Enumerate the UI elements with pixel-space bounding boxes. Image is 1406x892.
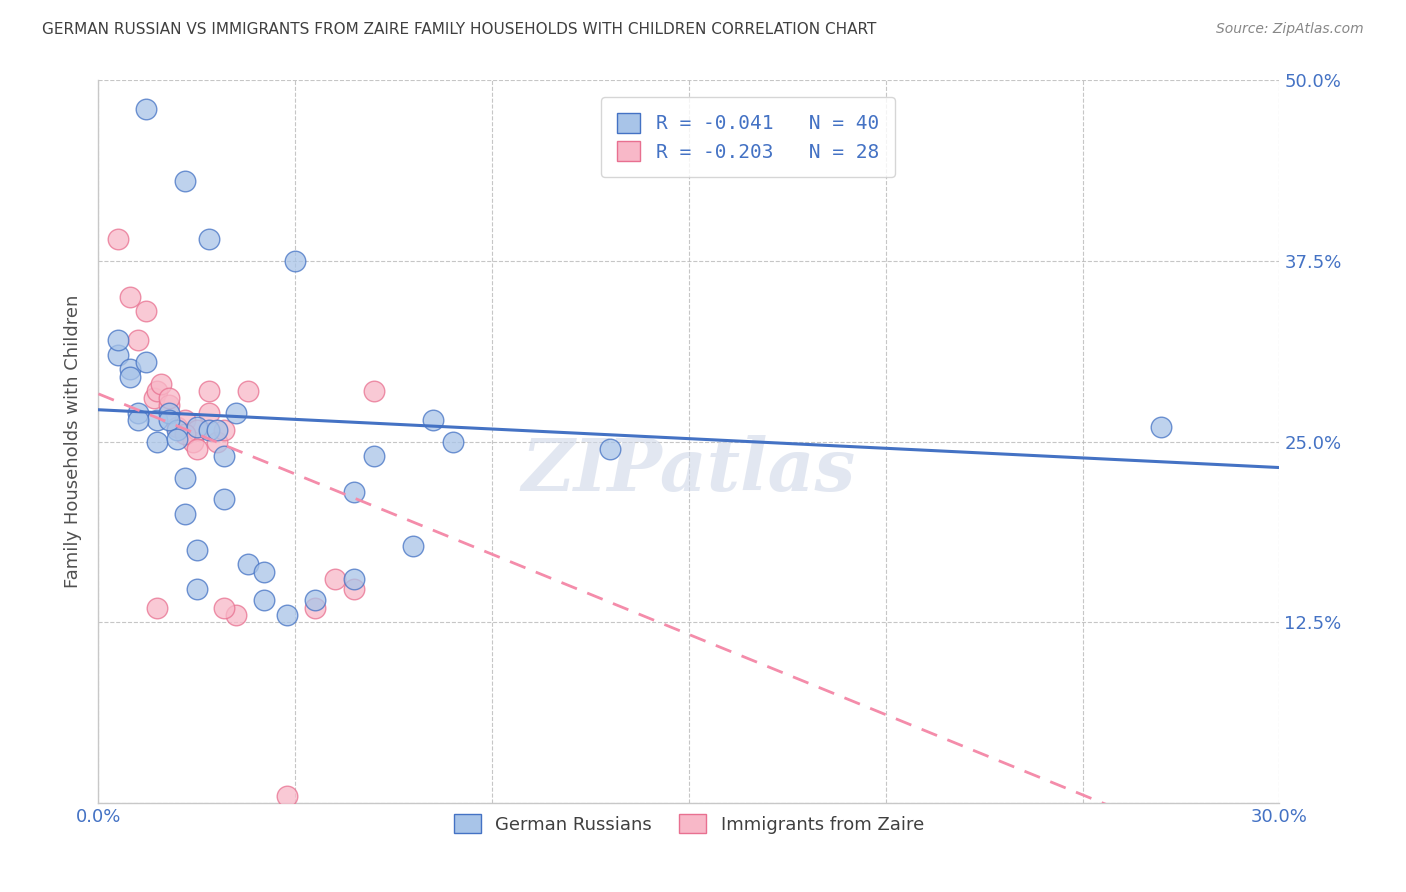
- Point: [214, 492, 236, 507]
- Point: [343, 572, 366, 586]
- Point: [146, 600, 169, 615]
- Point: [599, 442, 621, 456]
- Point: [157, 391, 180, 405]
- Point: [181, 434, 204, 449]
- Point: [135, 355, 157, 369]
- Point: [236, 384, 259, 398]
- Point: [146, 434, 169, 449]
- Point: [157, 406, 180, 420]
- Point: [166, 432, 188, 446]
- Point: [197, 232, 219, 246]
- Point: [135, 304, 157, 318]
- Point: [118, 362, 141, 376]
- Point: [214, 423, 236, 437]
- Point: [174, 507, 197, 521]
- Point: [402, 539, 425, 553]
- Point: [107, 348, 129, 362]
- Point: [186, 423, 208, 437]
- Point: [197, 384, 219, 398]
- Point: [146, 384, 169, 398]
- Point: [118, 290, 141, 304]
- Point: [214, 449, 236, 463]
- Point: [146, 413, 169, 427]
- Point: [107, 232, 129, 246]
- Point: [214, 600, 236, 615]
- Point: [205, 434, 228, 449]
- Point: [150, 376, 173, 391]
- Point: [174, 470, 197, 484]
- Text: Source: ZipAtlas.com: Source: ZipAtlas.com: [1216, 22, 1364, 37]
- Point: [127, 334, 149, 348]
- Point: [157, 398, 180, 412]
- Point: [205, 423, 228, 437]
- Point: [343, 582, 366, 596]
- Text: GERMAN RUSSIAN VS IMMIGRANTS FROM ZAIRE FAMILY HOUSEHOLDS WITH CHILDREN CORRELAT: GERMAN RUSSIAN VS IMMIGRANTS FROM ZAIRE …: [42, 22, 876, 37]
- Point: [1150, 420, 1173, 434]
- Point: [304, 593, 326, 607]
- Point: [127, 406, 149, 420]
- Point: [197, 423, 219, 437]
- Point: [157, 413, 180, 427]
- Point: [174, 413, 197, 427]
- Point: [284, 253, 307, 268]
- Text: ZIPatlas: ZIPatlas: [522, 435, 856, 506]
- Point: [253, 565, 276, 579]
- Point: [186, 542, 208, 557]
- Point: [186, 582, 208, 596]
- Point: [441, 434, 464, 449]
- Point: [174, 427, 197, 442]
- Point: [323, 572, 346, 586]
- Point: [197, 406, 219, 420]
- Point: [225, 607, 247, 622]
- Point: [186, 442, 208, 456]
- Y-axis label: Family Households with Children: Family Households with Children: [63, 295, 82, 588]
- Point: [236, 558, 259, 572]
- Legend: German Russians, Immigrants from Zaire: German Russians, Immigrants from Zaire: [447, 807, 931, 841]
- Point: [142, 391, 165, 405]
- Point: [304, 600, 326, 615]
- Point: [166, 420, 188, 434]
- Point: [166, 423, 188, 437]
- Point: [107, 334, 129, 348]
- Point: [363, 449, 385, 463]
- Point: [276, 607, 298, 622]
- Point: [135, 102, 157, 116]
- Point: [422, 413, 444, 427]
- Point: [225, 406, 247, 420]
- Point: [118, 369, 141, 384]
- Point: [343, 485, 366, 500]
- Point: [127, 413, 149, 427]
- Point: [253, 593, 276, 607]
- Point: [363, 384, 385, 398]
- Point: [174, 174, 197, 188]
- Point: [186, 420, 208, 434]
- Point: [276, 789, 298, 803]
